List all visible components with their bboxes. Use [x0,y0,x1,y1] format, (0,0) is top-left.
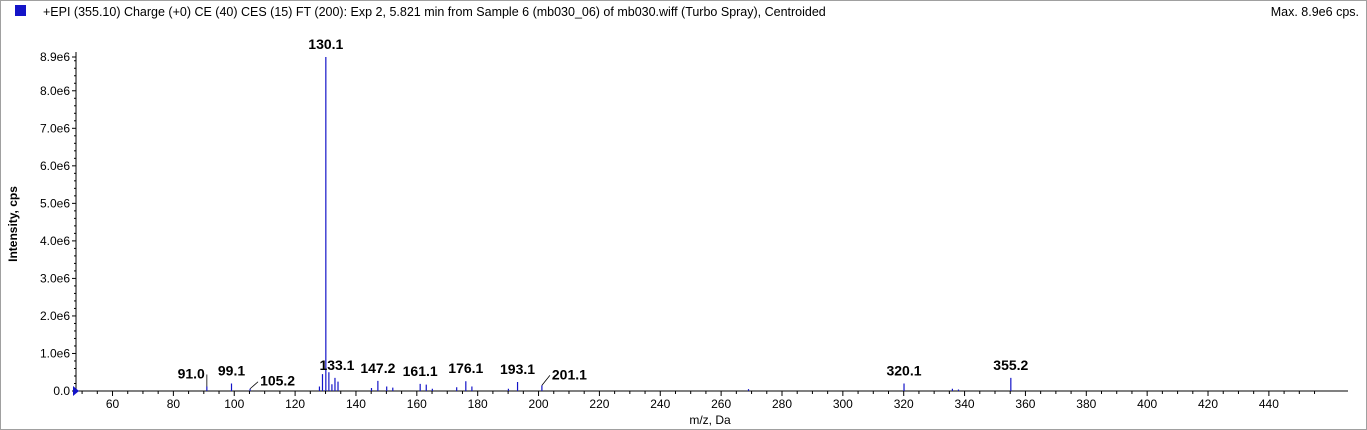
origin-marker-icon [73,386,79,396]
y-tick-label: 5.0e6 [40,196,70,210]
y-axis-label: Intensity, cps [6,186,20,262]
peak-label: 193.1 [500,361,535,377]
x-tick-label: 360 [1015,397,1035,411]
peak-label: 201.1 [552,366,587,382]
x-tick-label: 300 [833,397,853,411]
x-tick-label: 320 [894,397,914,411]
x-tick-label: 160 [407,397,427,411]
peak-label: 130.1 [308,36,343,52]
x-tick-label: 340 [955,397,975,411]
x-tick-label: 200 [529,397,549,411]
peak-label: 176.1 [448,360,483,376]
y-tick-label: 4.0e6 [40,234,70,248]
x-tick-label: 420 [1198,397,1218,411]
y-tick-label: 6.0e6 [40,159,70,173]
y-tick-label: 1.0e6 [40,346,70,360]
y-tick-label: 8.9e6 [40,50,70,64]
peak-label: 147.2 [360,360,395,376]
chart-peaks [206,57,1012,391]
peak-label: 105.2 [260,373,295,389]
y-tick-label: 8.0e6 [40,84,70,98]
max-intensity-label: Max. 8.9e6 cps. [1270,5,1359,19]
x-tick-label: 260 [711,397,731,411]
peak-label-leader [249,381,259,390]
peak-label: 320.1 [886,362,921,378]
chart-peak-labels: 91.0 99.1 105.2 130.1 133.1 147.2 161.1 176.1 19… [178,36,1029,390]
y-tick-label: 0.0 [53,384,70,398]
spectrum-title: +EPI (355.10) Charge (+0) CE (40) CES (1… [43,5,826,19]
x-tick-label: 120 [285,397,305,411]
x-axis-label: m/z, Da [689,413,731,427]
spectrum-header: +EPI (355.10) Charge (+0) CE (40) CES (1… [0,0,1367,24]
x-tick-label: 380 [1076,397,1096,411]
peak-label-leader [541,375,551,386]
peak-label: 91.0 [178,365,205,381]
x-tick-label: 80 [167,397,181,411]
x-tick-label: 100 [224,397,244,411]
x-tick-label: 400 [1137,397,1157,411]
y-tick-label: 3.0e6 [40,271,70,285]
peak-label: 161.1 [403,363,438,379]
peak-label: 133.1 [319,357,354,373]
chart-axes: 60 80 100 120 140 160 180 200 220 240 260 280 300 320… [40,50,1348,411]
y-tick-label: 2.0e6 [40,309,70,323]
series-legend-swatch[interactable] [15,5,26,16]
x-tick-label: 240 [650,397,670,411]
x-tick-label: 60 [106,397,120,411]
x-tick-label: 440 [1259,397,1279,411]
peak-label: 355.2 [993,357,1028,373]
x-tick-label: 220 [589,397,609,411]
x-tick-label: 180 [468,397,488,411]
x-tick-label: 140 [346,397,366,411]
y-tick-label: 7.0e6 [40,121,70,135]
peak-label: 99.1 [218,362,245,378]
x-tick-label: 280 [772,397,792,411]
